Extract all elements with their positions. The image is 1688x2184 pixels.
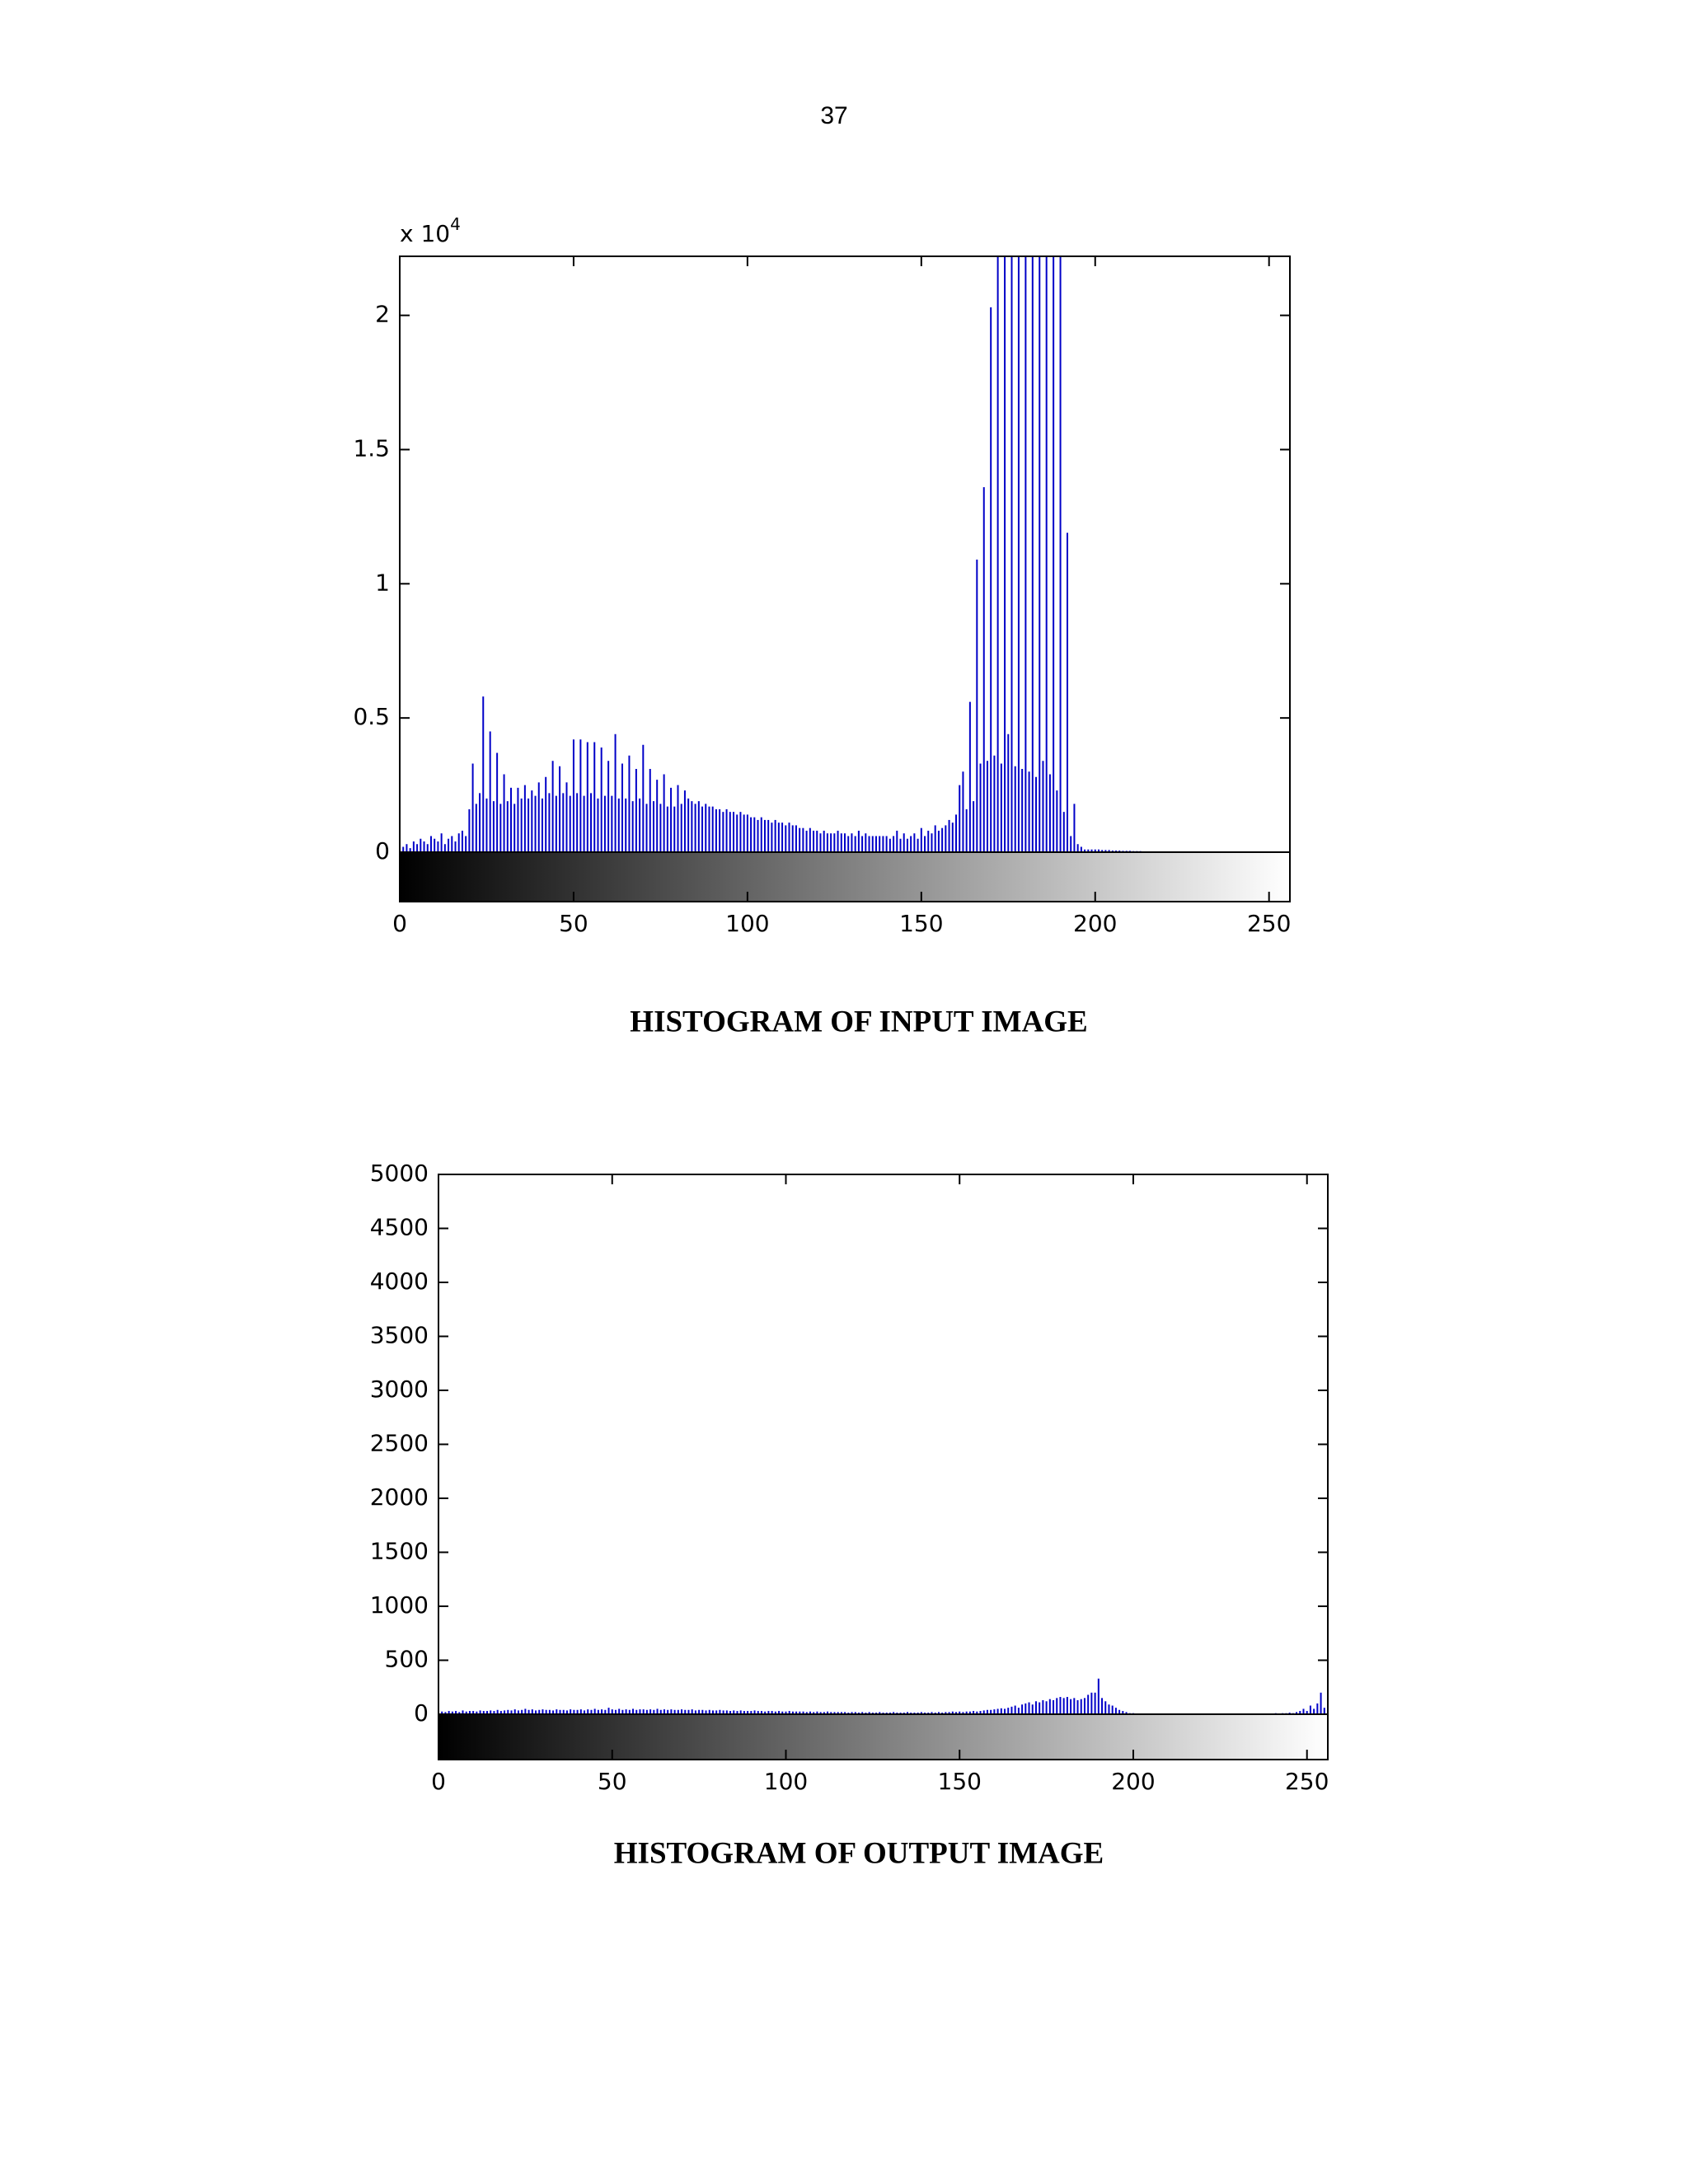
plot-area <box>438 1174 1328 1714</box>
gray-bar <box>438 1713 1329 1760</box>
y-tick-label: 2 <box>375 301 390 328</box>
x-tick-label: 150 <box>938 1768 982 1795</box>
x-tick-label: 100 <box>764 1768 808 1795</box>
caption: HISTOGRAM OF INPUT IMAGE <box>630 1005 1087 1038</box>
page-number: 37 <box>820 102 847 129</box>
x-tick-label: 100 <box>725 910 769 937</box>
y-tick-label: 2500 <box>370 1430 429 1457</box>
x-tick-label: 50 <box>559 910 588 937</box>
plot-area <box>400 256 1290 852</box>
y-tick-label: 1.5 <box>353 434 390 462</box>
y-tick-label: 3500 <box>370 1322 429 1349</box>
y-tick-label: 5000 <box>370 1160 429 1187</box>
y-tick-label: 1500 <box>370 1538 429 1565</box>
y-tick-label: 2000 <box>370 1483 429 1511</box>
y-tick-label: 500 <box>385 1646 429 1673</box>
x-tick-label: 250 <box>1285 1768 1329 1795</box>
y-tick-label: 1 <box>375 569 390 596</box>
stems <box>400 256 1198 852</box>
x-tick-label: 50 <box>598 1768 627 1795</box>
gray-bar <box>399 851 1291 902</box>
y-tick-label: 4000 <box>370 1268 429 1295</box>
x-tick-label: 0 <box>431 1768 446 1795</box>
x-tick-label: 0 <box>392 910 407 937</box>
chart: 0 0.5 1 1.5 2 0 50 100 150 200 250 x 104 HISTOGRAM O… <box>353 214 1291 1039</box>
y-tick-label: 1000 <box>370 1591 429 1619</box>
x-tick-label: 200 <box>1111 1768 1155 1795</box>
y-tick-label: 0.5 <box>353 703 390 730</box>
x-tick-label: 250 <box>1247 910 1291 937</box>
multiplier-exponent: 4 <box>450 214 461 234</box>
y-tick-label: 0 <box>414 1699 429 1727</box>
y-multiplier: x 104 <box>400 214 461 248</box>
x-tick-label: 200 <box>1073 910 1117 937</box>
multiplier-base: x 10 <box>400 220 450 247</box>
y-tick-label: 4500 <box>370 1214 429 1241</box>
chart: 0500100015002000250030003500400045005000… <box>370 1160 1329 1870</box>
x-tick-label: 150 <box>899 910 943 937</box>
y-tick-label: 0 <box>375 837 390 865</box>
y-tick-label: 3000 <box>370 1376 429 1403</box>
caption: HISTOGRAM OF OUTPUT IMAGE <box>614 1836 1104 1870</box>
